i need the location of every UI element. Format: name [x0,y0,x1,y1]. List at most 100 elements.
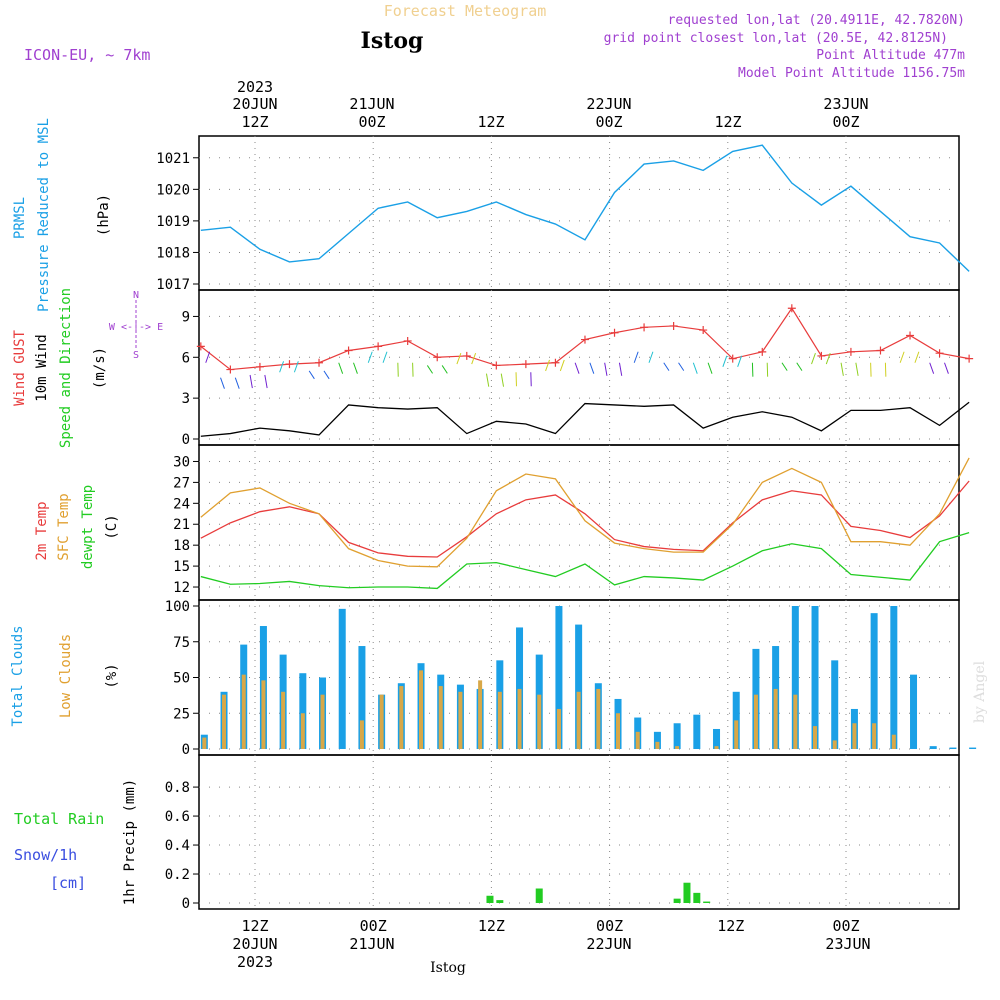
gust-marker [669,321,678,330]
p3-label-b: SFC Temp [56,493,72,560]
wind-arrow [279,361,285,373]
marks-layer [196,144,977,903]
p2-unit: (m/s) [92,347,108,389]
low-cloud-bar [734,720,739,749]
y-tick-label: 1017 [156,277,190,293]
wind-arrow [589,362,595,374]
wind-arrow [737,355,743,367]
wind-arrow [929,362,935,374]
wind-arrow [899,351,905,363]
low-cloud-bar [261,680,266,749]
y-tick-label: 3 [182,391,190,407]
p2-label-a: Wind GUST [12,330,28,406]
bottom-time-label: 12Z [478,917,505,935]
wind-speed-line [200,401,970,437]
panel-precip-frame [198,754,960,910]
total-cloud-bar [870,613,878,749]
y-tick-label: 27 [173,475,190,491]
low-cloud-bar [556,708,561,749]
wind-arrow [485,373,490,387]
y-tick-label: 1018 [156,245,190,261]
y-tick-label: 1019 [156,214,190,230]
point-altitude: Point Altitude 477m [816,48,965,63]
low-cloud-bar [596,688,601,749]
low-cloud-bar [891,734,896,749]
total-cloud-bar [693,714,701,749]
y-tick-label: 100 [165,599,190,615]
temp-sfc-line [200,457,970,568]
low-cloud-bar [281,691,286,749]
gust-marker [285,360,294,369]
compass-s: S [133,350,139,361]
product-title: Forecast Meteogram [384,2,547,20]
rain-bar [693,892,701,903]
gust-marker [315,358,324,367]
low-cloud-bar [478,680,483,749]
temp-dewpt-line [200,531,970,590]
grid-coords: grid point closest lon,lat (20.5E, 42.81… [604,31,948,46]
gust-marker [521,360,530,369]
total-cloud-bar [791,606,799,749]
y-tick-label: 0 [182,742,190,758]
bottom-time-label: 00Z [832,917,859,935]
y-tick-label: 1020 [156,182,190,198]
wind-arrow [618,362,623,376]
wind-arrow [722,355,728,367]
p2-label-b: 10m Wind [34,334,50,401]
p3-label-a: 2m Temp [34,501,50,560]
model-altitude: Model Point Altitude 1156.75m [738,66,965,81]
bottom-time-label: 12Z [717,917,744,935]
wind-arrow [293,361,299,373]
gust-marker [758,347,767,356]
low-cloud-bar [517,688,522,749]
gust-marker [433,353,442,362]
gust-marker [610,328,619,337]
low-cloud-bar [438,686,443,749]
bottom-date-3: 22JUN [586,935,631,953]
rain-bar [535,888,543,903]
gust-marker [965,354,974,363]
temp-2m-line [200,480,970,558]
total-cloud-bar [949,747,957,749]
bottom-date-2: 21JUN [349,935,394,953]
gust-marker [462,351,471,360]
rain-bar [673,898,681,903]
total-cloud-bar [555,606,563,749]
bottom-time-label: 00Z [596,917,623,935]
wind-arrow [367,351,373,363]
total-cloud-bar [358,646,366,749]
gust-marker [226,365,235,374]
total-cloud-bar [673,723,681,749]
model-label: ICON-EU, ~ 7km [24,46,150,64]
p3-label-c: dewpt Temp [80,485,96,569]
top-time-6: 00Z [832,113,859,131]
low-cloud-bar [537,694,542,749]
total-cloud-bar [929,746,937,749]
low-cloud-bar [419,670,424,749]
wind-arrow [663,362,670,371]
wind-arrow [825,352,831,365]
rain-bar [683,882,691,903]
wind-arrow [353,362,358,374]
wind-arrow [811,352,816,365]
wind-arrow [559,359,565,372]
panel-temp-frame [198,444,960,601]
low-cloud-bar [832,740,837,749]
total-cloud-bar [653,731,661,749]
bottom-date-4: 23JUN [825,935,870,953]
wind-arrow [633,351,639,363]
tick-labels-layer: 1017 1018 1019 1020 1021 0 3 6 9 12 15 18 21 24 27 30 0 2… [156,151,190,912]
wind-arrow [500,373,505,387]
gust-marker [551,358,560,367]
p5-unit: 1hr Precip (mm) [122,779,138,905]
gust-marker [580,335,589,344]
p1-unit: (hPa) [96,194,112,236]
y-tick-label: 0.4 [165,838,190,854]
y-tick-label: 12 [173,580,190,596]
wind-arrow [707,362,713,374]
y-tick-label: 6 [182,350,190,366]
low-cloud-bar [813,726,818,749]
panel-wind-frame [198,289,960,446]
gust-marker [492,361,501,370]
pressure-line [200,144,970,272]
